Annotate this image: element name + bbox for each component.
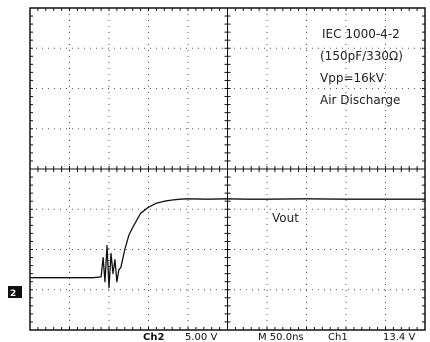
status-timebase: M 50.0ns [258,332,304,342]
annotation-standard: IEC 1000-4-2 [322,27,400,41]
status-channel-scale: 5.00 V [185,332,217,342]
plot-area [30,198,425,289]
series-line-vout [30,198,425,289]
channel-marker-box [8,286,22,298]
status-trigger-source: Ch1 [328,332,348,342]
channel-marker: 2 [8,286,22,299]
channel-marker-label: 2 [10,289,16,299]
annotation-network: (150pF/330Ω) [320,49,403,63]
status-bar: Ch2 5.00 V M 50.0ns Ch1 13.4 V [143,332,415,342]
status-trigger-level: 13.4 V [383,332,415,342]
annotation-mode: Air Discharge [320,93,400,107]
status-channel: Ch2 [143,332,164,342]
annotation-voltage: Vpp=16kV [320,71,385,85]
annotation-block: IEC 1000-4-2 (150pF/330Ω) Vpp=16kV Air D… [320,27,403,107]
series-label-vout: Vout [272,211,299,225]
graticule [29,7,426,331]
